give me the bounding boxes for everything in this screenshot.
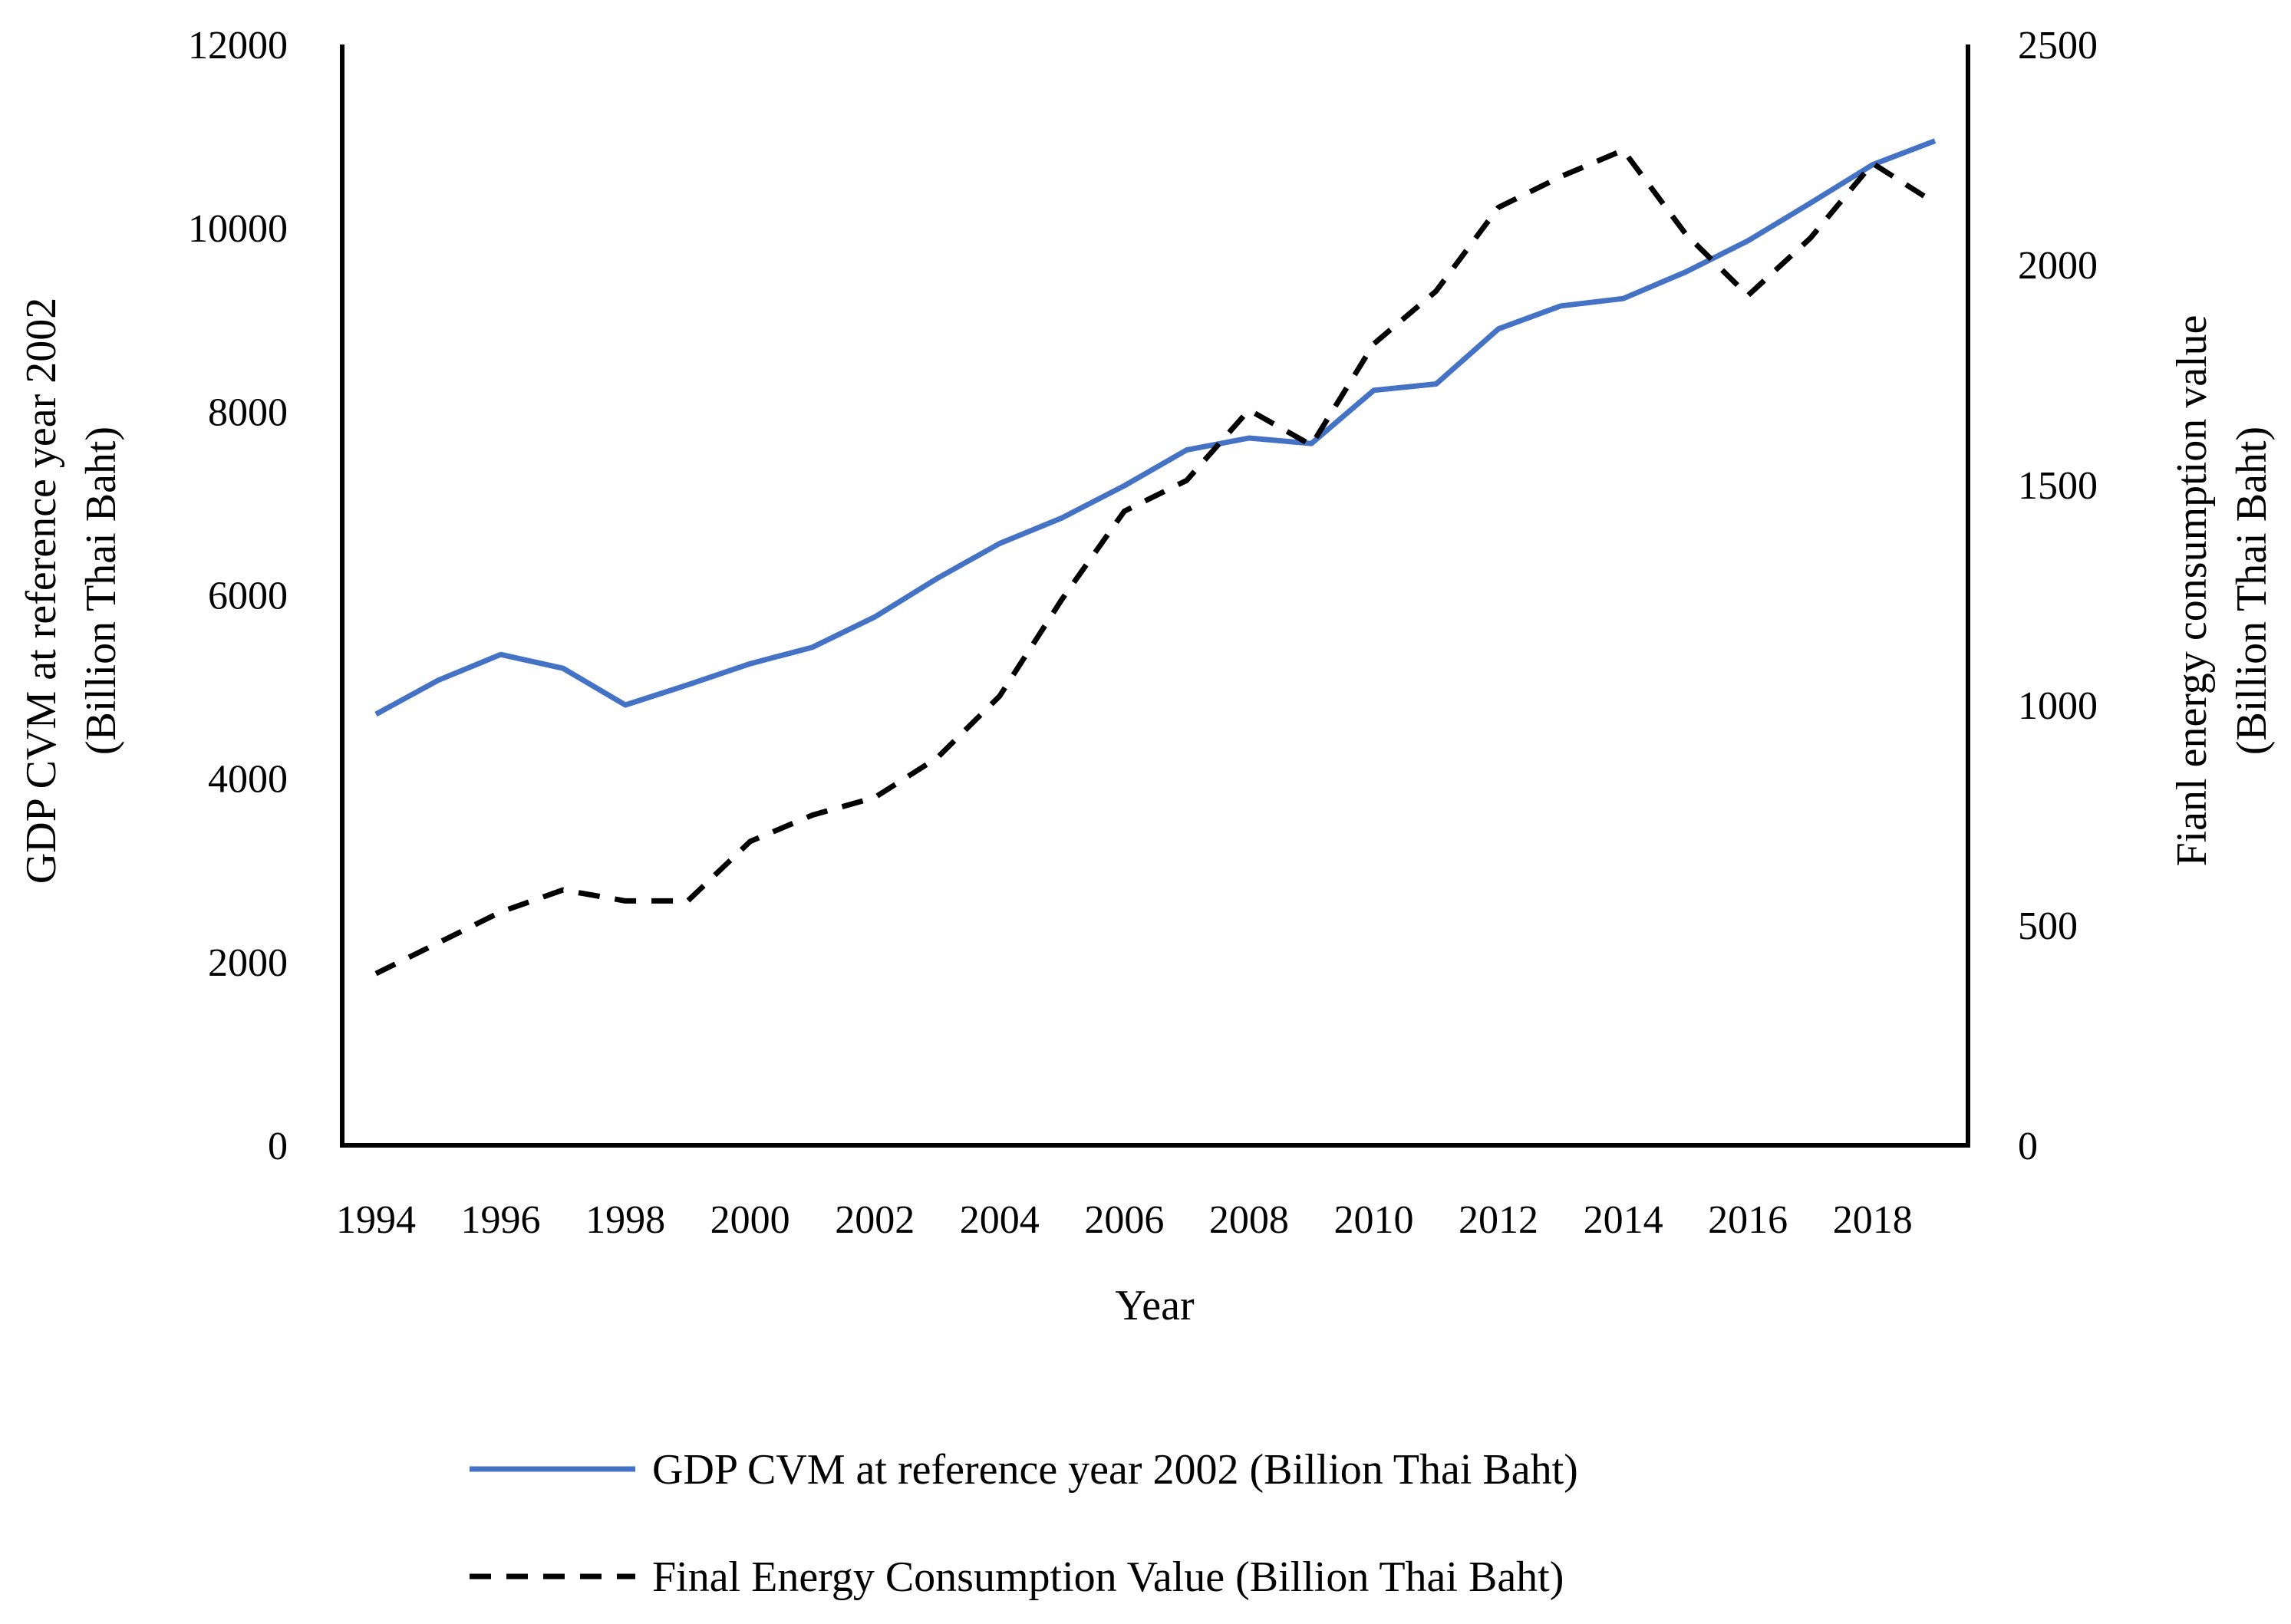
left-y-tick-label: 10000 — [188, 207, 288, 251]
legend: GDP CVM at reference year 2002 (Billion … — [470, 1446, 1578, 1601]
x-tick-label: 2004 — [960, 1198, 1040, 1242]
x-axis-title: Year — [1115, 1282, 1195, 1329]
legend-label-gdp: GDP CVM at reference year 2002 (Billion … — [652, 1446, 1578, 1494]
x-tick-label: 2002 — [835, 1198, 915, 1242]
x-tick-label: 2018 — [1833, 1198, 1913, 1242]
right-axis-title-line2: (Billion Thai Baht) — [2228, 427, 2276, 755]
x-tick-label: 2010 — [1333, 1198, 1413, 1242]
plot-lines — [374, 138, 1937, 977]
x-tick-label: 1998 — [585, 1198, 665, 1242]
series-line-energy — [374, 147, 1937, 977]
right-y-tick-label: 1000 — [2018, 684, 2098, 728]
x-tick-label: 2012 — [1459, 1198, 1538, 1242]
right-y-ticks: 0 500 1000 1500 2000 2500 — [2018, 24, 2098, 1168]
left-y-ticks: 0 2000 4000 6000 8000 10000 12000 — [188, 24, 288, 1168]
legend-item-energy: Final Energy Consumption Value (Billion … — [470, 1553, 1564, 1601]
left-y-tick-label: 12000 — [188, 24, 288, 68]
right-y-tick-label: 500 — [2018, 904, 2078, 948]
x-tick-label: 1994 — [336, 1198, 416, 1242]
x-ticks: 1994 1996 1998 2000 2002 2004 2006 2008 2010 2012… — [336, 1198, 1913, 1242]
right-y-tick-label: 1500 — [2018, 464, 2098, 508]
x-tick-label: 2016 — [1708, 1198, 1788, 1242]
left-y-tick-label: 8000 — [208, 390, 288, 434]
x-tick-label: 1996 — [461, 1198, 541, 1242]
right-y-tick-label: 0 — [2018, 1125, 2038, 1168]
right-axis-title-line1: Fianl energy consumption value — [2168, 315, 2216, 866]
right-y-tick-label: 2000 — [2018, 244, 2098, 288]
x-tick-label: 2008 — [1209, 1198, 1289, 1242]
series-line-gdp — [374, 138, 1937, 717]
legend-label-energy: Final Energy Consumption Value (Billion … — [652, 1553, 1564, 1601]
left-axis-title-line1: GDP CVM at reference year 2002 — [18, 298, 65, 884]
left-axis-title-line2: (Billion Thai Baht) — [77, 427, 125, 755]
x-tick-label: 2000 — [710, 1198, 790, 1242]
right-y-tick-label: 2500 — [2018, 24, 2098, 68]
left-y-tick-label: 6000 — [208, 575, 288, 618]
x-tick-label: 2006 — [1084, 1198, 1164, 1242]
x-tick-label: 2014 — [1584, 1198, 1663, 1242]
left-y-tick-label: 2000 — [208, 941, 288, 985]
left-y-tick-label: 4000 — [208, 758, 288, 802]
legend-item-gdp: GDP CVM at reference year 2002 (Billion … — [470, 1446, 1578, 1494]
left-y-tick-label: 0 — [268, 1125, 288, 1168]
